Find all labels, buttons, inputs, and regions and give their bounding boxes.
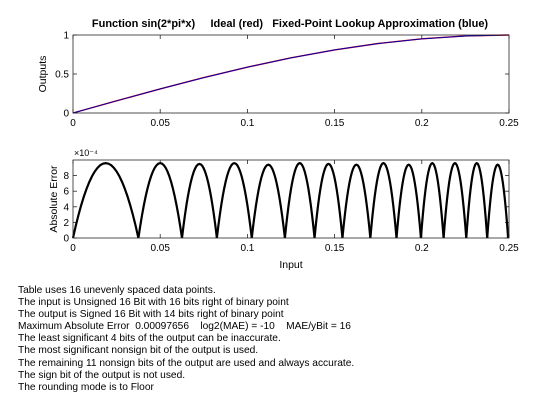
bottom-ytick-label: 0 <box>63 234 69 245</box>
top-xtick-label: 0.1 <box>240 118 254 129</box>
error-arch <box>395 163 423 239</box>
top-xtick-label: 0 <box>70 118 76 129</box>
error-arch <box>419 161 445 239</box>
error-arch <box>341 163 372 239</box>
bottom-plot-axes-box <box>72 159 510 239</box>
top-plot-title: Function sin(2*pi*x) Ideal (red) Fixed-P… <box>92 18 489 30</box>
bottom-plot: ×10⁻⁴ Absolute Error Input 0 0.05 0.1 0.15 0… <box>48 148 519 271</box>
bottom-ytick-label: 4 <box>63 202 69 213</box>
top-series-line-0 <box>72 34 510 114</box>
error-arch <box>180 162 218 239</box>
report-line: Table uses 16 unevenly spaced data point… <box>18 285 216 296</box>
top-xtick-label: 0.2 <box>415 118 429 129</box>
top-plot-axes-box <box>72 34 510 114</box>
top-ytick-label: 0 <box>63 109 69 120</box>
bottom-xtick-label: 0.15 <box>325 243 345 254</box>
bottom-plot-ylabel: Absolute Error <box>48 165 60 233</box>
error-arch <box>369 161 398 239</box>
error-arch <box>215 161 253 239</box>
error-arch <box>442 161 468 239</box>
report-line: The remaining 11 nonsign bits of the out… <box>18 357 355 369</box>
top-ytick-label: 1 <box>63 31 69 42</box>
bottom-xtick-label: 0.05 <box>150 243 170 254</box>
bottom-xtick-label: 0.2 <box>415 243 429 254</box>
top-ytick-label: 0.5 <box>55 70 69 81</box>
error-arch <box>486 163 510 239</box>
top-plot-ticks: 0 0.05 0.1 0.15 0.2 0.25 0 0.5 1 <box>55 31 519 130</box>
report-line: The input is Unsigned 16 Bit with 16 bit… <box>18 297 289 309</box>
error-arch <box>313 162 344 239</box>
report-line: The most significant nonsign bit of the … <box>18 345 259 357</box>
error-arch <box>137 161 184 239</box>
error-arch <box>465 161 489 239</box>
bottom-plot-exponent: ×10⁻⁴ <box>74 148 98 158</box>
bottom-plot-ticks: 0 0.05 0.1 0.15 0.2 0.25 0 2 4 6 8 <box>63 160 519 254</box>
error-arch <box>71 162 140 239</box>
top-xtick-label: 0.25 <box>499 118 519 129</box>
report-line: The sign bit of the output is not used. <box>18 369 186 381</box>
top-xtick-label: 0.05 <box>150 118 170 129</box>
top-plot: Function sin(2*pi*x) Ideal (red) Fixed-P… <box>37 18 519 129</box>
bottom-plot-lines <box>71 161 510 239</box>
bottom-ytick-label: 2 <box>63 218 69 229</box>
top-series-line-1 <box>72 34 510 114</box>
error-arch <box>283 161 316 239</box>
report-text: Table uses 16 unevenly spaced data point… <box>18 285 548 394</box>
report-line: The rounding mode is to Floor <box>18 381 154 393</box>
report-line: Maximum Absolute Error 0.00097656 log2(M… <box>18 321 351 333</box>
report-line: The output is Signed 16 Bit with 14 bits… <box>18 309 284 321</box>
bottom-xtick-label: 0.1 <box>240 243 254 254</box>
bottom-xtick-label: 0.25 <box>499 243 519 254</box>
bottom-xtick-label: 0 <box>70 243 76 254</box>
top-xtick-label: 0.15 <box>325 118 345 129</box>
bottom-ytick-label: 6 <box>63 187 69 198</box>
report-line: The least significant 4 bits of the outp… <box>18 333 281 345</box>
bottom-ytick-label: 8 <box>63 171 69 182</box>
top-plot-ylabel: Outputs <box>37 56 49 93</box>
error-arch <box>250 163 286 239</box>
bottom-plot-xlabel: Input <box>279 259 302 271</box>
top-plot-lines <box>72 34 510 114</box>
